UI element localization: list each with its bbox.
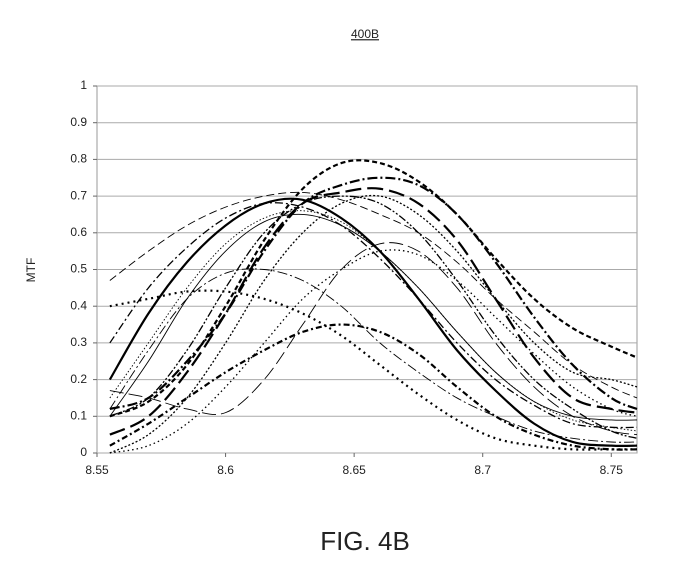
mtf-curve [109, 176, 638, 411]
mtf-curve [109, 187, 638, 436]
figure-label: 400B [351, 27, 379, 41]
y-tick-label: 0 [80, 445, 87, 459]
y-axis-label: MTF [24, 258, 38, 283]
mtf-curve [108, 197, 638, 448]
mtf-curve [109, 289, 637, 451]
mtf-curve [109, 195, 638, 439]
mtf-curve [109, 159, 638, 418]
mtf-curve [109, 194, 638, 454]
mtf-curve [109, 213, 638, 421]
y-tick-label: 0.8 [70, 152, 87, 166]
y-tick-label: 0.5 [70, 262, 87, 276]
mtf-curve [109, 202, 638, 429]
mtf-curve [109, 323, 638, 451]
x-tick-label: 8.55 [85, 463, 109, 477]
y-tick-label: 0.2 [70, 372, 87, 386]
y-tick-label: 0.7 [70, 188, 87, 202]
y-tick-label: 0.3 [70, 335, 87, 349]
x-tick-label: 8.6 [217, 463, 234, 477]
x-tick-label: 8.75 [600, 463, 624, 477]
mtf-curve [109, 191, 638, 399]
y-tick-label: 0.6 [70, 225, 87, 239]
y-tick-label: 0.1 [70, 408, 87, 422]
mtf-curve [109, 268, 638, 443]
x-tick-label: 8.7 [474, 463, 491, 477]
y-tick-label: 1 [80, 78, 87, 92]
mtf-curve [109, 249, 638, 454]
mtf-curve [109, 242, 638, 436]
y-tick-label: 0.9 [70, 115, 87, 129]
caption: FIG. 4B [320, 526, 410, 556]
x-tick-label: 8.65 [342, 463, 366, 477]
y-tick-label: 0.4 [70, 298, 87, 312]
